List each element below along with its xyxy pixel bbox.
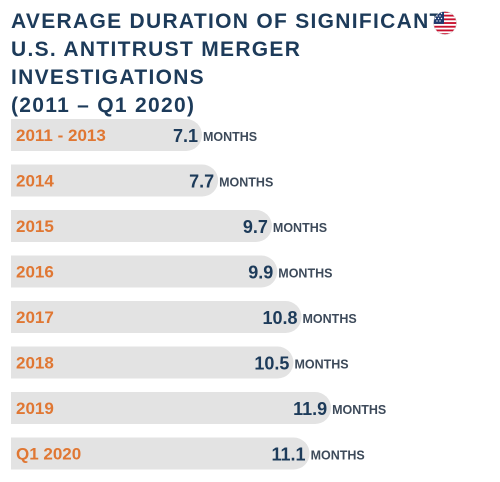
category-label: Q1 2020 (16, 445, 81, 464)
bar (11, 119, 202, 151)
bar-row: 2019 11.9 MONTHS (11, 392, 386, 424)
bar-row: 2011 - 2013 7.1 MONTHS (11, 119, 257, 151)
unit-label: MONTHS (311, 449, 365, 463)
bar (11, 437, 310, 470)
bar (11, 301, 302, 333)
bar (11, 392, 332, 424)
value-label: 9.9 (248, 263, 273, 283)
value-label: 11.1 (272, 445, 306, 465)
unit-label: MONTHS (332, 403, 386, 417)
bar (11, 164, 219, 197)
us-flag-icon (433, 11, 457, 35)
category-label: 2016 (16, 263, 54, 282)
value-label: 11.9 (293, 399, 327, 419)
bar (11, 210, 272, 242)
value-label: 9.7 (243, 217, 268, 237)
bar-row: 2018 10.5 MONTHS (11, 346, 349, 379)
category-label: 2011 - 2013 (16, 126, 106, 145)
bar (11, 346, 294, 379)
bar-row: 2015 9.7 MONTHS (11, 210, 327, 242)
unit-label: MONTHS (203, 130, 257, 144)
category-label: 2014 (16, 172, 54, 191)
chart-title: AVERAGE DURATION OF SIGNIFICANT U.S. ANT… (11, 10, 444, 117)
unit-label: MONTHS (219, 176, 273, 190)
value-label: 10.8 (262, 308, 297, 328)
value-label: 7.7 (189, 172, 214, 192)
unit-label: MONTHS (278, 267, 332, 281)
bar-row: 2014 7.7 MONTHS (11, 164, 273, 197)
value-label: 10.5 (254, 354, 289, 374)
value-label: 7.1 (173, 126, 198, 146)
bar-row: Q1 2020 11.1 MONTHS (11, 437, 365, 470)
unit-label: MONTHS (273, 221, 327, 235)
unit-label: MONTHS (294, 358, 348, 372)
bar-row: 2017 10.8 MONTHS (11, 301, 357, 333)
category-label: 2018 (16, 354, 54, 373)
bar (11, 255, 278, 288)
bar-row: 2016 9.9 MONTHS (11, 255, 332, 288)
category-label: 2015 (16, 217, 54, 236)
category-label: 2017 (16, 308, 54, 327)
category-label: 2019 (16, 399, 54, 418)
unit-label: MONTHS (303, 312, 357, 326)
